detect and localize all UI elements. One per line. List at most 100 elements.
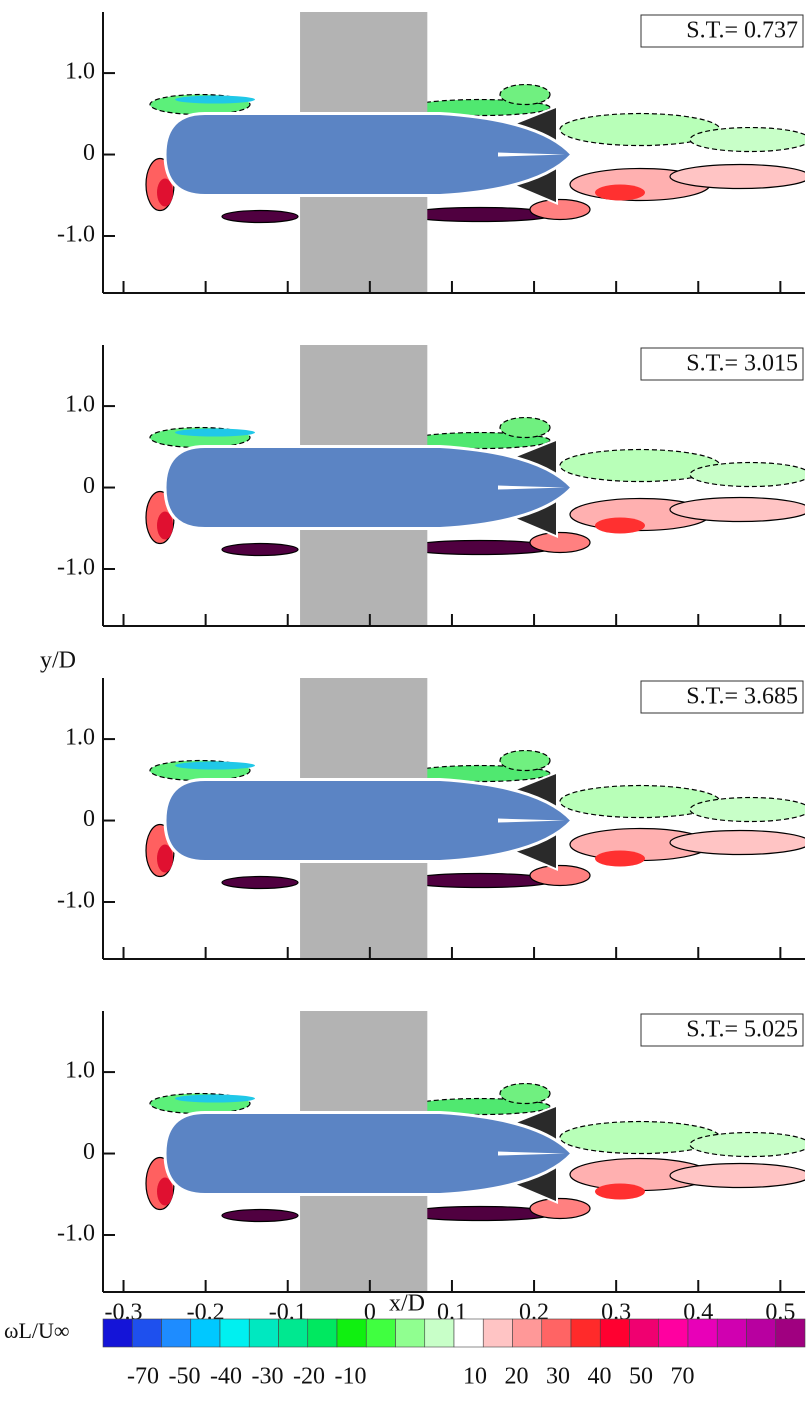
vortex-contour <box>499 1082 551 1105</box>
vortex-contour <box>529 1197 591 1220</box>
colorbar-cell <box>775 1318 806 1348</box>
vortex-contour <box>499 416 551 439</box>
colorbar-tick-label: 40 <box>588 1364 612 1390</box>
colorbar-cell <box>424 1318 455 1348</box>
colorbar-cell <box>102 1318 133 1348</box>
vortex-contour <box>689 796 805 823</box>
hull <box>163 445 575 531</box>
y-tick-label: 1.0 <box>65 392 95 418</box>
colorbar-cell <box>307 1318 338 1348</box>
colorbar-cell <box>541 1318 572 1348</box>
hull <box>163 112 575 198</box>
plot-area <box>145 345 805 626</box>
colorbar-cell <box>746 1318 777 1348</box>
colorbar-cell <box>248 1318 279 1348</box>
y-tick-label: 0 <box>83 1139 95 1165</box>
colorbar-cell <box>570 1318 601 1348</box>
vortex-contour <box>157 511 173 540</box>
annotation-box <box>640 14 804 48</box>
colorbar-tick-label: -50 <box>169 1364 201 1390</box>
annotation: S.T.= 3.015 <box>686 351 798 377</box>
vortex-contour <box>689 1131 805 1158</box>
vortex-contour <box>529 864 591 887</box>
colorbar-cell <box>365 1318 396 1348</box>
colorbar-tick-label: 50 <box>629 1364 653 1390</box>
annotation: S.T.= 5.025 <box>686 1017 798 1043</box>
colorbar-tick-label: -10 <box>335 1364 367 1390</box>
vortex-contour <box>157 178 173 207</box>
y-tick-label: 1.0 <box>65 725 95 751</box>
vortex-contour <box>669 496 805 523</box>
colorbar-cell <box>131 1318 162 1348</box>
vortex-contour <box>595 1183 645 1200</box>
colorbar-cell <box>219 1318 250 1348</box>
panel: -1.0 0 1.0 S.T.= 3.685 <box>57 678 805 960</box>
vortex-contour <box>669 163 805 190</box>
fin-line <box>498 152 565 157</box>
vortex-contour <box>221 209 299 224</box>
vortex-contour <box>175 428 255 437</box>
annotation-box <box>640 1013 804 1047</box>
vortex-contour <box>529 198 591 221</box>
y-tick-label: -1.0 <box>57 1220 95 1246</box>
vortex-contour <box>499 83 551 106</box>
vortex-contour <box>175 1094 255 1103</box>
fin-line <box>498 1151 565 1156</box>
panel: -1.001.0-0.3 -0.2 -0.1 0 0.1 0.2 0.3 0.4 0.5S.T.… <box>57 1011 805 1326</box>
vortex-contour <box>499 749 551 772</box>
annotation-box <box>640 680 804 714</box>
hull <box>163 1111 575 1197</box>
colorbar-tick-label: 30 <box>546 1364 570 1390</box>
vortex-contour <box>175 95 255 104</box>
vortex-contour <box>595 517 645 534</box>
y-tick-label: -1.0 <box>57 221 95 247</box>
colorbar-cell <box>658 1318 689 1348</box>
fin-line <box>498 485 565 490</box>
y-tick-label: 0 <box>83 140 95 166</box>
colorbar-cell <box>190 1318 221 1348</box>
vortex-contour <box>669 1162 805 1189</box>
y-tick-label: 1.0 <box>65 1058 95 1084</box>
vortex-contour <box>529 531 591 554</box>
vortex-contour <box>157 844 173 873</box>
y-tick-label: -1.0 <box>57 887 95 913</box>
colorbar-tick-label: -30 <box>252 1364 284 1390</box>
vortex-contour <box>595 850 645 867</box>
vortex-contour <box>157 1177 173 1206</box>
colorbar-cell <box>716 1318 747 1348</box>
y-tick-label: -1.0 <box>57 554 95 580</box>
vortex-contour <box>595 184 645 201</box>
colorbar-tick-label: 10 <box>463 1364 487 1390</box>
colorbar-tick-label: 20 <box>505 1364 529 1390</box>
y-tick-label: 1.0 <box>65 59 95 85</box>
panel: -1.0 0 1.0 S.T.= 0.737 <box>57 12 805 294</box>
colorbar-cell <box>687 1318 718 1348</box>
colorbar-tick-label: -20 <box>293 1364 325 1390</box>
y-tick-label: 0 <box>83 473 95 499</box>
fin-line <box>498 818 565 823</box>
vortex-contour <box>689 126 805 153</box>
y-axis-label: y/D <box>40 648 76 674</box>
vortex-contour <box>221 875 299 890</box>
colorbar-cell <box>278 1318 309 1348</box>
colorbar-cell <box>336 1318 367 1348</box>
colorbar-label: ωL/U∞ <box>4 1318 70 1343</box>
colorbar-cell <box>453 1318 484 1348</box>
hull <box>163 778 575 864</box>
colorbar-cell <box>482 1318 513 1348</box>
colorbar-cell <box>161 1318 192 1348</box>
plot-area <box>145 1011 805 1292</box>
vortex-contour <box>221 542 299 557</box>
colorbar-tick-label: -40 <box>210 1364 242 1390</box>
plot-area <box>145 678 805 959</box>
vortex-contour <box>669 829 805 856</box>
annotation-box <box>640 347 804 381</box>
vortex-contour <box>689 461 805 488</box>
panel: -1.0 0 1.0 S.T.= 3.015 <box>57 345 805 627</box>
plot-area <box>145 12 805 293</box>
colorbar-cell <box>599 1318 630 1348</box>
colorbar-cell <box>395 1318 426 1348</box>
vortex-contour <box>175 761 255 770</box>
vortex-contour <box>221 1208 299 1223</box>
